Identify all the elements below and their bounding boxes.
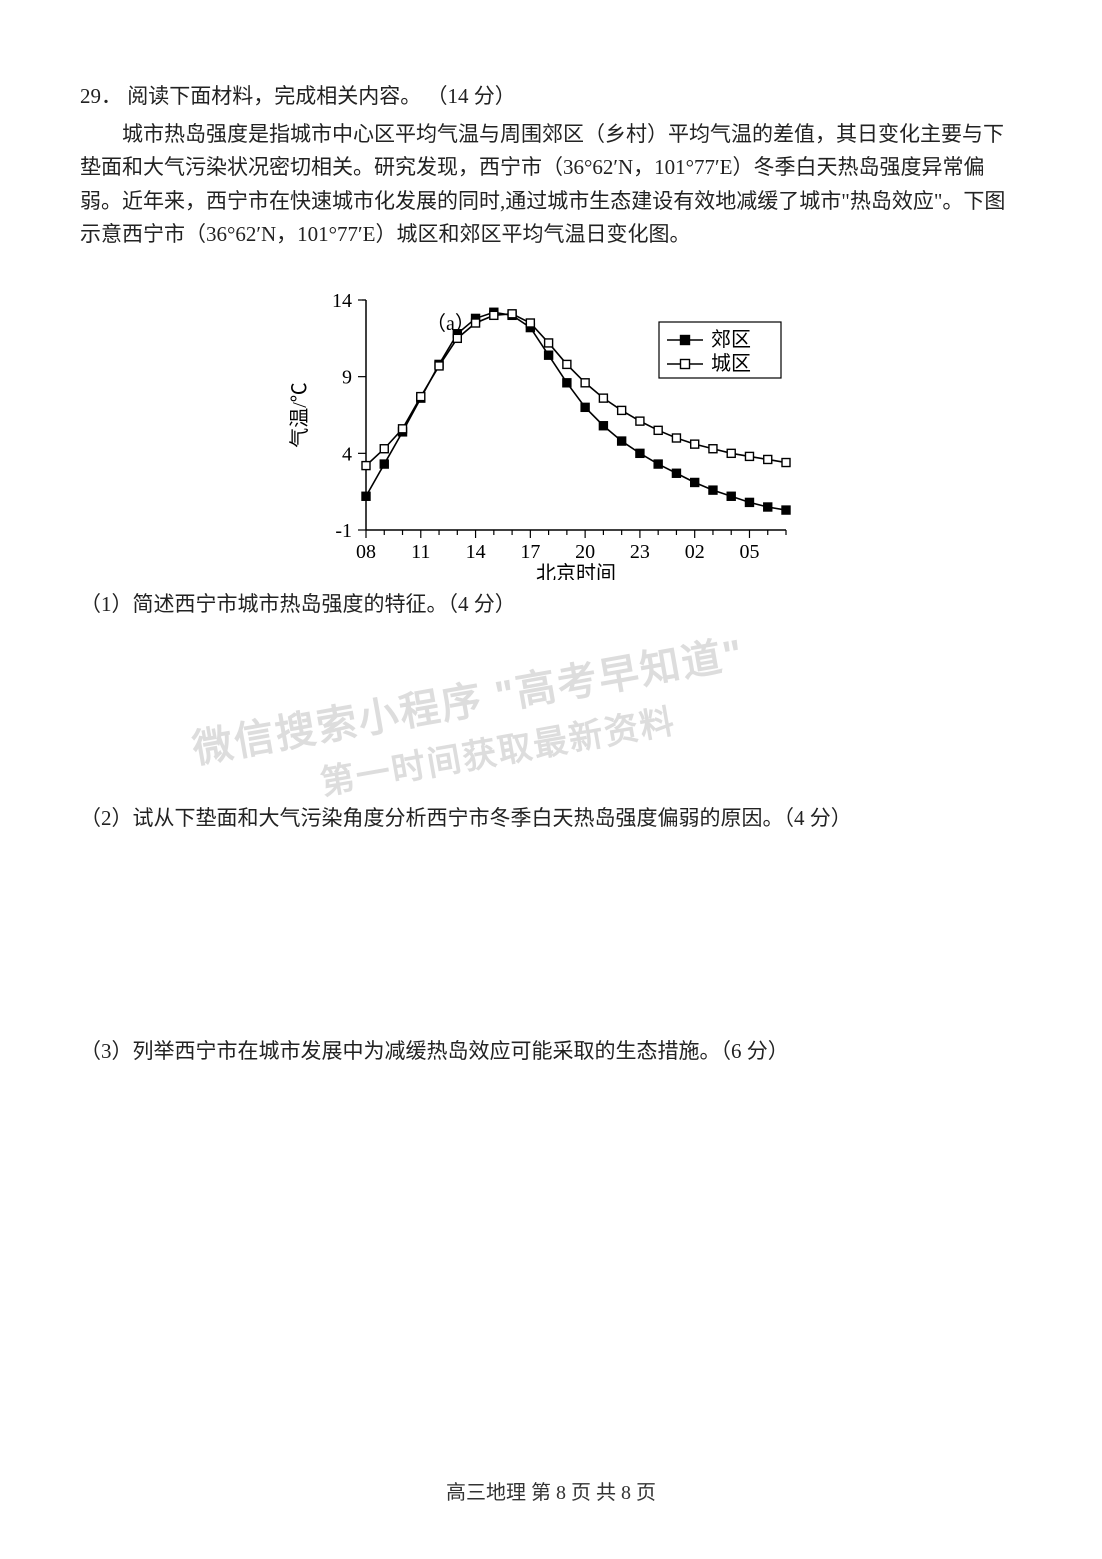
svg-text:14: 14 (332, 290, 352, 312)
svg-text:05: 05 (739, 541, 759, 563)
svg-text:11: 11 (411, 541, 430, 563)
svg-text:20: 20 (575, 541, 595, 563)
page-footer: 高三地理 第 8 页 共 8 页 (0, 1477, 1102, 1509)
svg-text:08: 08 (356, 541, 376, 563)
svg-text:北京时间: 北京时间 (536, 562, 616, 580)
watermark: 微信搜索小程序 "高考早知道" 第一时间获取最新资料 (188, 604, 873, 916)
svg-text:4: 4 (342, 443, 352, 465)
temperature-chart: 08 11 14 17 20 23 02 05 -1 4 9 14 北京时间 气温/℃ （a） 郊区城区 (271, 260, 831, 580)
question-header: 29． 阅读下面材料，完成相关内容。 （14 分） (80, 80, 1022, 114)
passage-text: 城市热岛强度是指城市中心区平均气温与周围郊区（乡村）平均气温的差值，其日变化主要… (80, 118, 1022, 252)
svg-text:气温/℃: 气温/℃ (288, 382, 311, 448)
watermark-line-1: 微信搜索小程序 "高考早知道" (188, 604, 849, 782)
svg-text:9: 9 (342, 367, 352, 389)
subquestion-3: （3）列举西宁市在城市发展中为减缓热岛效应可能采取的生态措施。（6 分） (80, 1035, 1022, 1069)
svg-text:城区: 城区 (711, 352, 751, 375)
chart-svg: 08 11 14 17 20 23 02 05 -1 4 9 14 北京时间 气温/℃ （a） 郊区城区 (271, 260, 831, 580)
watermark-line-2: 第一时间获取最新资料 (316, 663, 857, 810)
svg-text:17: 17 (520, 541, 540, 563)
svg-text:（a）: （a） (426, 312, 475, 335)
svg-text:郊区: 郊区 (711, 328, 751, 351)
svg-text:02: 02 (685, 541, 705, 563)
question-prompt: 阅读下面材料，完成相关内容。 (127, 84, 421, 108)
exam-page: 29． 阅读下面材料，完成相关内容。 （14 分） 城市热岛强度是指城市中心区平… (0, 0, 1102, 1559)
question-number: 29． (80, 84, 122, 108)
subquestion-2: （2）试从下垫面和大气污染角度分析西宁市冬季白天热岛强度偏弱的原因。（4 分） (80, 802, 1022, 836)
svg-text:23: 23 (630, 541, 650, 563)
svg-text:-1: -1 (335, 520, 352, 542)
question-points: （14 分） (427, 84, 516, 108)
subquestion-1: （1）简述西宁市城市热岛强度的特征。（4 分） (80, 588, 1022, 622)
svg-text:14: 14 (466, 541, 486, 563)
